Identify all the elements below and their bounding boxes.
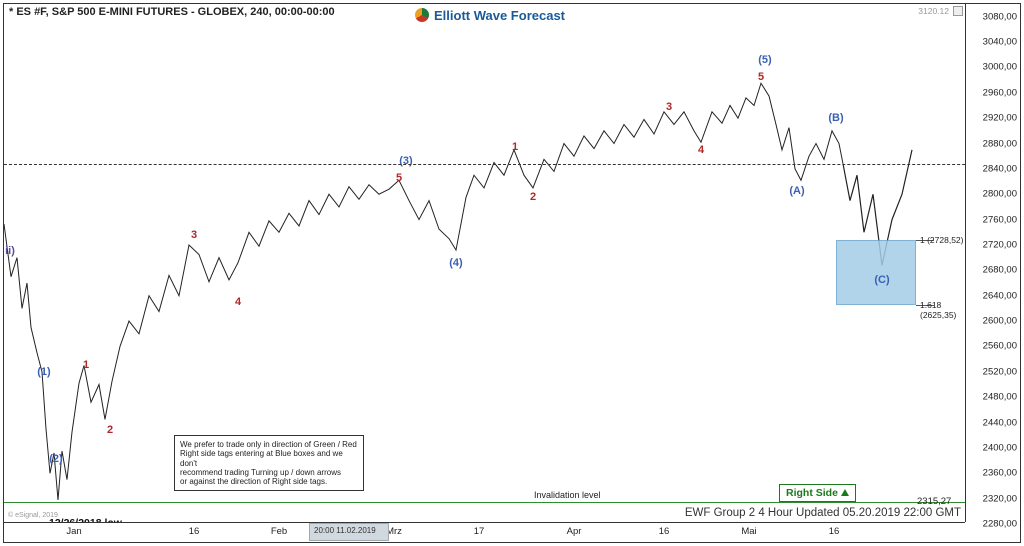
logo-swirl-icon [414, 7, 430, 23]
invalidation-value: 2315,27 [917, 496, 951, 507]
invalidation-text: Invalidation level [534, 490, 601, 500]
y-tick: 2280,00 [983, 519, 1017, 530]
fib-label: 1 (2728,52) [920, 235, 963, 245]
current-price-line [4, 164, 965, 165]
y-tick: 2760,00 [983, 214, 1017, 225]
footer-text: EWF Group 2 4 Hour Updated 05.20.2019 22… [685, 507, 961, 519]
x-tick: 17 [474, 526, 485, 537]
y-tick: 2680,00 [983, 265, 1017, 276]
y-tick: 3000,00 [983, 62, 1017, 73]
disclaimer-box: We prefer to trade only in direction of … [174, 435, 364, 491]
y-tick: 3080,00 [983, 11, 1017, 22]
y-tick: 2920,00 [983, 113, 1017, 124]
x-tick: 16 [659, 526, 670, 537]
x-tick: Jan [66, 526, 81, 537]
right-side-tag: Right Side [779, 484, 856, 502]
arrow-up-icon [841, 489, 849, 496]
chart-title: * ES #F, S&P 500 E-MINI FUTURES - GLOBEX… [9, 6, 335, 18]
y-tick: 2600,00 [983, 316, 1017, 327]
y-tick: 2360,00 [983, 468, 1017, 479]
y-tick: 2640,00 [983, 290, 1017, 301]
price-chart-svg [4, 4, 965, 522]
y-tick: 2720,00 [983, 239, 1017, 250]
target-blue-box [836, 240, 916, 305]
y-tick: 2400,00 [983, 442, 1017, 453]
invalidation-line [4, 502, 965, 503]
x-tick: 16 [829, 526, 840, 537]
fib-label: 1.618 (2625,35) [920, 300, 965, 320]
plot-area: * ES #F, S&P 500 E-MINI FUTURES - GLOBEX… [4, 4, 965, 522]
chart-frame: * ES #F, S&P 500 E-MINI FUTURES - GLOBEX… [3, 3, 1021, 543]
logo: Elliott Wave Forecast [414, 7, 565, 23]
y-tick: 2320,00 [983, 493, 1017, 504]
y-tick: 2800,00 [983, 189, 1017, 200]
y-tick: 2520,00 [983, 366, 1017, 377]
y-axis: 2280,002320,002360,002400,002440,002480,… [965, 4, 1020, 522]
x-tick: 16 [189, 526, 200, 537]
y-tick: 2960,00 [983, 87, 1017, 98]
y-tick: 2880,00 [983, 138, 1017, 149]
y-tick: 2560,00 [983, 341, 1017, 352]
y-tick: 2840,00 [983, 163, 1017, 174]
y-tick: 2440,00 [983, 417, 1017, 428]
y-tick: 3040,00 [983, 37, 1017, 48]
x-axis-highlight: 20:00 11.02.2019 [309, 523, 389, 541]
x-tick: Mai [741, 526, 756, 537]
right-side-text: Right Side [786, 487, 838, 499]
logo-text: Elliott Wave Forecast [434, 8, 565, 23]
copyright-text: © eSignal, 2019 [8, 512, 58, 519]
x-tick: Feb [271, 526, 287, 537]
y-tick: 2480,00 [983, 392, 1017, 403]
x-tick: Apr [567, 526, 582, 537]
x-axis: Jan16FebMrz17Apr16Mai1620:00 11.02.2019 [4, 522, 965, 542]
